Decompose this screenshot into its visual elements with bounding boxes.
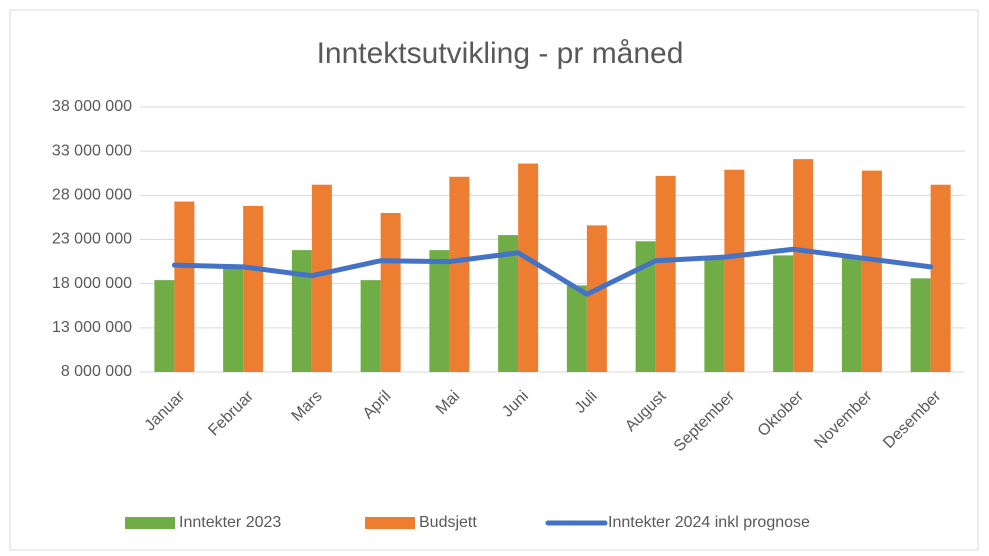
legend-label: Budsjett (419, 514, 477, 531)
legend-key (125, 517, 175, 529)
bar (243, 205, 264, 372)
bar (930, 184, 951, 372)
bar (223, 267, 244, 372)
bar (449, 176, 470, 372)
bar (773, 255, 794, 372)
bar (910, 278, 931, 372)
bar (154, 280, 175, 372)
chart-frame (9, 9, 979, 551)
bar (518, 163, 539, 372)
bar (566, 285, 587, 372)
bar (291, 250, 312, 372)
y-tick-label: 13 000 000 (52, 319, 132, 336)
bar (861, 170, 882, 372)
legend-key (365, 517, 415, 529)
bar (704, 258, 725, 372)
y-tick-label: 8 000 000 (61, 363, 132, 380)
bar (360, 280, 381, 372)
bar (429, 250, 450, 372)
line-series (171, 246, 934, 297)
bar (655, 175, 676, 372)
y-tick-label: 23 000 000 (52, 231, 132, 248)
legend-label: Inntekter 2024 inkl prognose (608, 514, 810, 531)
bar (793, 159, 814, 372)
y-tick-label: 18 000 000 (52, 275, 132, 292)
y-tick-label: 33 000 000 (52, 142, 132, 159)
bar (380, 213, 401, 372)
bar (498, 235, 519, 372)
chart-title: Inntektsutvikling - pr måned (317, 37, 684, 70)
y-tick-label: 38 000 000 (52, 98, 132, 115)
bar (586, 225, 607, 372)
bar (635, 241, 656, 372)
legend-label: Inntekter 2023 (179, 514, 281, 531)
bar (311, 184, 332, 372)
y-tick-label: 28 000 000 (52, 187, 132, 204)
bar (174, 201, 195, 372)
bar (841, 258, 862, 372)
bar (724, 169, 745, 372)
